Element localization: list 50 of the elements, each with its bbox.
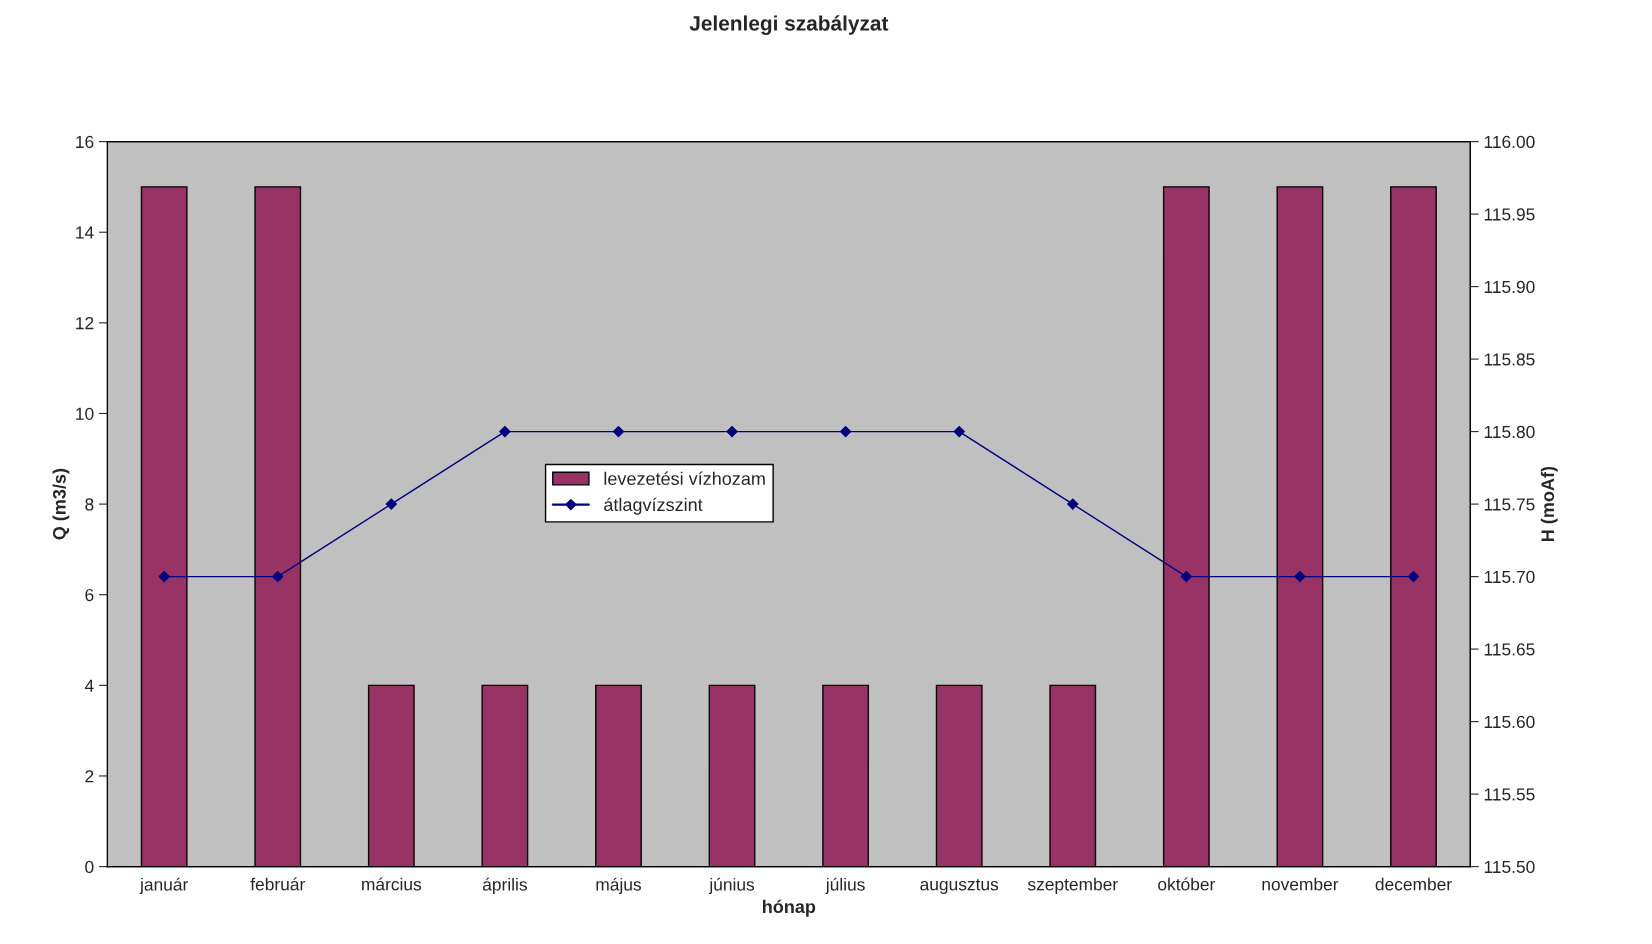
point [1067, 498, 1079, 510]
y2-tick-label: 115.85 [1484, 353, 1535, 366]
y-tick-label: 8 [85, 498, 94, 511]
y2-tick-label: 115.60 [1484, 715, 1535, 729]
x-tick-label: január [139, 877, 189, 895]
y-tick-label: 14 [76, 226, 94, 239]
y2-tick-label: 115.65 [1484, 643, 1535, 656]
y2-tick-label: 115.70 [1484, 570, 1535, 584]
point [953, 425, 965, 438]
x-tick-label: április [482, 877, 527, 895]
point [612, 425, 625, 438]
x-tick-label: június [708, 877, 755, 895]
point [1294, 570, 1306, 583]
x-tick-label: február [250, 877, 305, 891]
y2-tick-label: 115.75 [1484, 498, 1535, 511]
y2-tick-label: 115.55 [1484, 788, 1535, 801]
y2-axis-title: H (moAf) [1540, 466, 1558, 541]
y-tick-label: 6 [85, 588, 94, 602]
point [385, 498, 397, 510]
y2-tick-label: 115.80 [1484, 425, 1535, 439]
point [158, 570, 170, 583]
y-tick-label: 12 [76, 317, 94, 330]
y-tick-label: 10 [76, 407, 94, 420]
y2-tick-label: 116.00 [1484, 135, 1535, 149]
y2-tick-label: 115.90 [1484, 280, 1535, 294]
x-axis-title: hónap [763, 899, 816, 917]
x-tick-label: július [825, 877, 865, 895]
y2-tick-label: 115.50 [1484, 860, 1535, 874]
point [272, 570, 284, 583]
y-tick-label: 4 [84, 679, 94, 692]
point [840, 425, 852, 438]
point [499, 425, 511, 438]
x-tick-label: december [1375, 877, 1452, 891]
point [726, 425, 738, 438]
point [1180, 570, 1192, 583]
point [1407, 570, 1420, 583]
x-tick-label: március [362, 877, 422, 891]
chart-title: Jelenlegi szabályzat [689, 15, 889, 35]
x-tick-label: szeptember [1027, 877, 1118, 894]
legend-label: átlagvízszint [604, 497, 703, 515]
y-tick-label: 0 [85, 860, 94, 874]
x-tick-label: november [1262, 877, 1339, 891]
x-tick-label: október [1158, 877, 1216, 891]
y-tick-label: 2 [85, 770, 94, 783]
y2-tick-label: 115.95 [1484, 208, 1535, 221]
y-tick-label: 16 [76, 135, 94, 149]
legend-label: levezetési vízhozam [604, 471, 765, 486]
x-tick-label: augusztus [920, 879, 999, 894]
y-axis-title: Q (m3/s) [52, 468, 70, 540]
x-tick-label: május [596, 877, 641, 895]
